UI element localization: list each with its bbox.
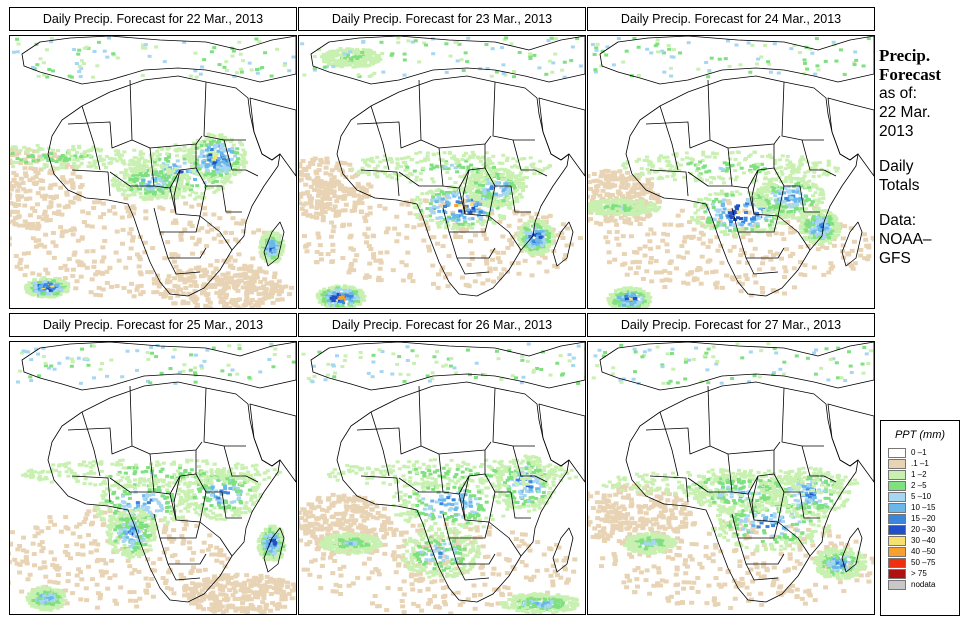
precip-map <box>298 35 586 309</box>
legend-title: PPT (mm) <box>894 429 946 441</box>
legend-label: > 75 <box>911 569 927 578</box>
precip-map-svg <box>10 342 296 614</box>
precip-legend: PPT (mm) 0 –1 .1 –1 1 –2 2 –5 5 –10 10 –15 15 … <box>880 420 960 616</box>
daily-label: Daily <box>879 158 914 175</box>
precip-map-svg <box>10 36 296 308</box>
legend-item: 1 –2 <box>888 469 959 480</box>
forecast-panel-1: Daily Precip. Forecast for 22 Mar., 2013 <box>9 7 297 309</box>
precip-map <box>587 35 875 309</box>
legend-item: 15 –20 <box>888 513 959 524</box>
legend-swatch <box>888 458 906 469</box>
legend-swatch <box>888 469 906 480</box>
legend-label: 5 –10 <box>911 492 932 501</box>
legend-item: > 75 <box>888 568 959 579</box>
precip-map-svg <box>299 342 585 614</box>
as-of-date: 22 Mar. <box>879 104 931 121</box>
legend-item: 50 –75 <box>888 557 959 568</box>
legend-label: 2 –5 <box>911 481 927 490</box>
panel-title: Daily Precip. Forecast for 27 Mar., 2013 <box>587 313 875 337</box>
forecast-panel-6: Daily Precip. Forecast for 27 Mar., 2013 <box>587 313 875 615</box>
data-source-2: GFS <box>879 250 911 267</box>
legend-swatch <box>888 535 906 546</box>
data-label: Data: <box>879 212 917 229</box>
legend-label: 50 –75 <box>911 558 936 567</box>
legend-item: 30 –40 <box>888 535 959 546</box>
precip-map <box>587 341 875 615</box>
panel-title: Daily Precip. Forecast for 26 Mar., 2013 <box>298 313 586 337</box>
precip-map-svg <box>299 36 585 308</box>
as-of-year: 2013 <box>879 123 914 140</box>
legend-label: .1 –1 <box>911 459 929 468</box>
legend-swatch <box>888 546 906 557</box>
side-title-line1: Precip. <box>879 46 931 65</box>
legend-swatch <box>888 447 906 458</box>
legend-item: 5 –10 <box>888 491 959 502</box>
precip-map-svg <box>588 36 874 308</box>
precip-map <box>298 341 586 615</box>
legend-swatch <box>888 491 906 502</box>
legend-label: 10 –15 <box>911 503 936 512</box>
legend-item: 0 –1 <box>888 447 959 458</box>
legend-label: 40 –50 <box>911 547 936 556</box>
legend-label: 30 –40 <box>911 536 936 545</box>
panel-title: Daily Precip. Forecast for 24 Mar., 2013 <box>587 7 875 31</box>
legend-swatch <box>888 568 906 579</box>
legend-swatch <box>888 524 906 535</box>
legend-swatch <box>888 579 906 590</box>
forecast-panel-4: Daily Precip. Forecast for 25 Mar., 2013 <box>9 313 297 615</box>
legend-label: 15 –20 <box>911 514 936 523</box>
panel-title: Daily Precip. Forecast for 25 Mar., 2013 <box>9 313 297 337</box>
panel-title: Daily Precip. Forecast for 23 Mar., 2013 <box>298 7 586 31</box>
legend-swatch <box>888 480 906 491</box>
legend-item: 2 –5 <box>888 480 959 491</box>
legend-label: 1 –2 <box>911 470 927 479</box>
as-of-label: as of: <box>879 85 917 102</box>
forecast-panel-3: Daily Precip. Forecast for 24 Mar., 2013 <box>587 7 875 309</box>
legend-label: 0 –1 <box>911 448 927 457</box>
legend-item: 10 –15 <box>888 502 959 513</box>
legend-label: nodata <box>911 580 936 589</box>
precip-map-svg <box>588 342 874 614</box>
panel-title: Daily Precip. Forecast for 22 Mar., 2013 <box>9 7 297 31</box>
legend-item: nodata <box>888 579 959 590</box>
legend-swatch <box>888 502 906 513</box>
precip-map <box>9 341 297 615</box>
precip-map <box>9 35 297 309</box>
side-info: Precip. Forecast as of: 22 Mar. 2013 Dai… <box>879 46 963 268</box>
legend-swatch <box>888 557 906 568</box>
legend-item: 20 –30 <box>888 524 959 535</box>
legend-item: .1 –1 <box>888 458 959 469</box>
legend-label: 20 –30 <box>911 525 936 534</box>
legend-swatch <box>888 513 906 524</box>
data-source-1: NOAA– <box>879 231 932 248</box>
side-title-line2: Forecast <box>879 65 941 84</box>
totals-label: Totals <box>879 177 920 194</box>
forecast-panel-5: Daily Precip. Forecast for 26 Mar., 2013 <box>298 313 586 615</box>
forecast-panel-2: Daily Precip. Forecast for 23 Mar., 2013 <box>298 7 586 309</box>
legend-item: 40 –50 <box>888 546 959 557</box>
